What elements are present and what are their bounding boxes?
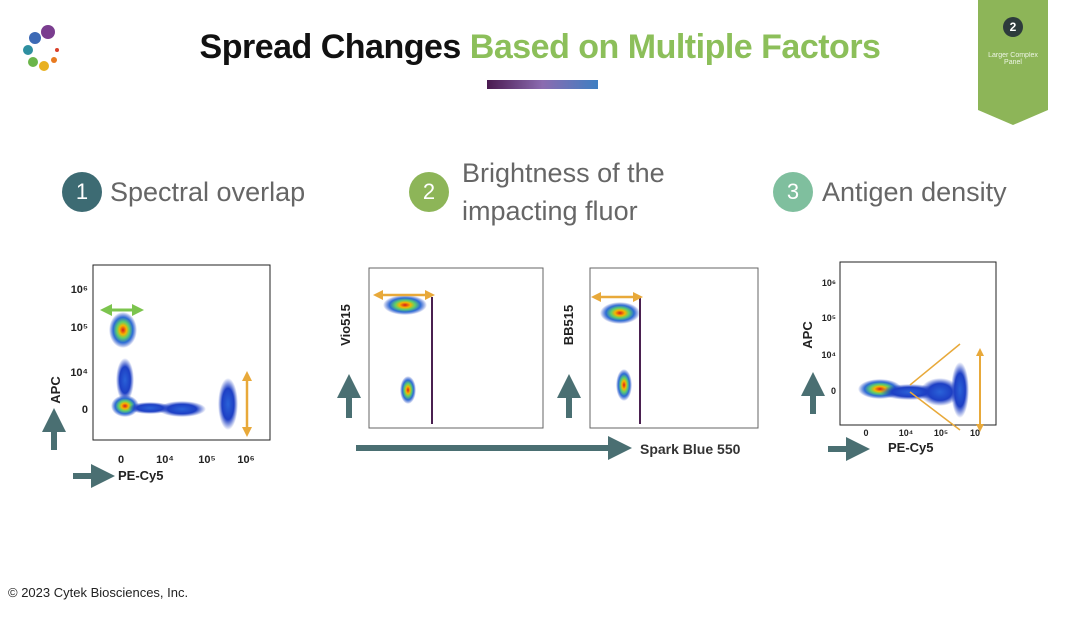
factor-number: 1: [62, 172, 102, 212]
y-tick-label: 10⁵: [822, 313, 836, 323]
plot-spectral: 10⁶ 10⁵ 10⁴ 0 0 10⁴ 10⁵ 10⁶ APC PE-Cy5: [42, 264, 271, 488]
factor-number: 3: [773, 172, 813, 212]
y-tick-label: 0: [831, 386, 836, 396]
x-tick-label: 10⁴: [156, 454, 174, 466]
footer: © 2023 Cytek Biosciences, Inc.: [8, 585, 189, 600]
x-tick-label: 10⁴: [899, 428, 913, 438]
badge-circle: [1003, 17, 1023, 37]
y-tick-label: 10⁶: [822, 278, 836, 288]
y-tick-label: 10⁶: [71, 284, 88, 296]
x-tick-label: 10⁶: [237, 454, 254, 466]
title-part2: Based on Multiple Factors: [469, 28, 881, 66]
y-tick-label: 10⁴: [822, 350, 836, 360]
y-axis-label: BB515: [561, 305, 576, 345]
title-underline: [487, 80, 598, 89]
plot-frame: [368, 267, 544, 429]
logo: [23, 25, 59, 71]
title-part1: Spread Changes: [199, 28, 462, 66]
x-axis-label: Spark Blue 550: [640, 441, 741, 457]
x-tick-label: 10⁵: [198, 454, 215, 466]
factor-label: Antigen density: [822, 177, 1007, 207]
x-tick-label: 10: [970, 428, 980, 438]
plot-brightness: Vio515 BB515 Spark Blue 550: [337, 267, 759, 460]
plot-density: 10⁶ 10⁵ 10⁴ 0 0 10⁴ 10⁵ 10 APC PE-Cy5: [800, 261, 997, 461]
factor-number: 2: [409, 172, 449, 212]
factor-label: Brightness of the impacting fluor: [462, 158, 665, 226]
x-axis-label: PE-Cy5: [888, 440, 934, 455]
y-tick-label: 10⁴: [70, 367, 88, 379]
title: Spread Changes Based on Multiple Factors: [0, 28, 1080, 67]
y-tick-label: 10⁵: [71, 322, 88, 334]
x-tick-label: 10⁵: [934, 428, 948, 438]
badge-label: Larger Complex Panel: [988, 52, 1038, 66]
x-axis-label: PE-Cy5: [118, 468, 164, 483]
x-tick-label: 0: [118, 454, 124, 466]
y-axis-label: Vio515: [338, 304, 353, 346]
y-axis-label: APC: [48, 376, 63, 404]
x-tick-label: 0: [863, 428, 868, 438]
factor-label: Spectral overlap: [110, 177, 306, 207]
badge-number: 2: [1010, 20, 1017, 34]
plot-frame: [839, 261, 997, 426]
badge: [978, 0, 1048, 125]
badge-label-box: Larger Complex Panel: [988, 52, 1038, 66]
y-tick-label: 0: [82, 404, 88, 416]
plot-frame: [589, 267, 759, 429]
y-axis-label: APC: [800, 321, 815, 349]
